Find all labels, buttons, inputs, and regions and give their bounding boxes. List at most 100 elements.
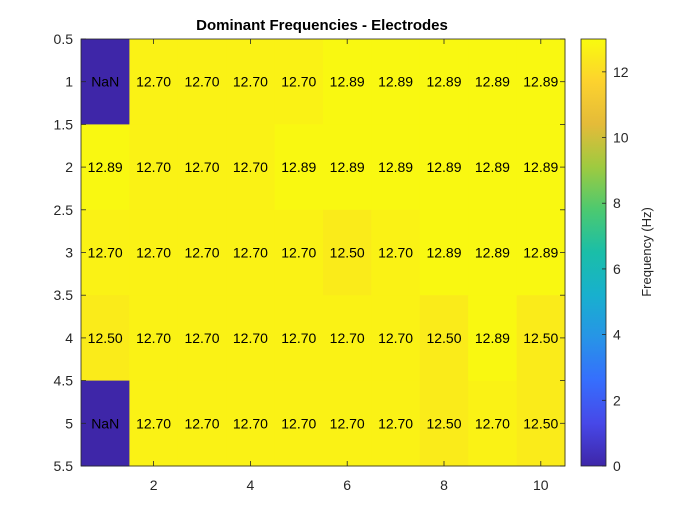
cell-value-label: 12.70 — [233, 159, 268, 175]
cell-value-label: 12.89 — [378, 74, 413, 90]
heatmap-cell — [323, 124, 372, 211]
heatmap-cell — [468, 295, 518, 382]
colorbar: 0 2 4 6 8 10 12 Frequency (Hz) — [580, 38, 654, 474]
chart-title: Dominant Frequencies - Electrodes — [196, 17, 448, 34]
cell-value-label: 12.89 — [475, 159, 510, 175]
heatmap-cell — [419, 39, 469, 125]
colorbar-label: Frequency (Hz) — [639, 207, 654, 297]
cell-value-label: 12.89 — [281, 159, 316, 175]
colorbar-tick-label: 8 — [613, 195, 621, 211]
cell-value-label: 12.89 — [475, 245, 510, 261]
cell-value-label: 12.89 — [523, 159, 558, 175]
y-axis: 0.5 1 1.5 2 2.5 3 3.5 4 4.5 5 5.5 — [54, 31, 565, 474]
cell-value-label: 12.89 — [523, 245, 558, 261]
heatmap-cell — [81, 295, 130, 382]
heatmap-cell — [516, 380, 566, 467]
cell-value-label: 12.70 — [184, 245, 219, 261]
heatmap-cell — [81, 39, 130, 125]
y-tick-label: 0.5 — [54, 31, 74, 47]
cell-value-label: 12.70 — [184, 330, 219, 346]
heatmap-cell — [129, 380, 179, 467]
y-tick-label: 5 — [65, 415, 73, 431]
cell-value-label: NaN — [91, 74, 119, 90]
heatmap-cell — [226, 209, 276, 296]
cell-value-label: 12.70 — [378, 330, 413, 346]
heatmap-cell — [468, 380, 518, 467]
heatmap-cell — [129, 124, 179, 211]
heatmap-cell — [226, 295, 276, 382]
x-tick-label: 10 — [533, 477, 549, 493]
heatmap-cell — [468, 209, 518, 296]
heatmap-cell — [226, 124, 276, 211]
heatmap-cell — [226, 380, 276, 467]
heatmap-cell — [419, 295, 469, 382]
cell-value-label: 12.70 — [475, 415, 510, 431]
cell-value-label: 12.50 — [330, 245, 365, 261]
heatmap-cell — [129, 39, 179, 125]
cell-value-label: 12.70 — [330, 330, 365, 346]
heatmap-cell — [371, 209, 421, 296]
cell-value-label: 12.89 — [330, 159, 365, 175]
heatmap-cell — [129, 209, 179, 296]
cell-value-label: 12.50 — [523, 330, 558, 346]
cell-value-label: 12.70 — [378, 415, 413, 431]
cell-value-label: 12.89 — [426, 159, 461, 175]
heatmap-cell — [419, 124, 469, 211]
heatmap-cell — [177, 209, 227, 296]
heatmap-cell — [81, 124, 130, 211]
cell-value-label: 12.70 — [136, 245, 171, 261]
colorbar-tick-label: 0 — [613, 458, 621, 474]
y-tick-label: 1.5 — [54, 116, 74, 132]
heatmap-cell — [177, 124, 227, 211]
cell-value-label: 12.70 — [330, 415, 365, 431]
heatmap-cell — [81, 380, 130, 467]
y-tick-label: 2.5 — [54, 202, 74, 218]
heatmap-cell — [274, 380, 324, 467]
cell-value-label: 12.70 — [233, 330, 268, 346]
colorbar-gradient — [580, 38, 607, 467]
cell-value-label: 12.70 — [233, 74, 268, 90]
heatmap-cell — [274, 39, 324, 125]
cell-value-label: 12.50 — [426, 415, 461, 431]
heatmap-cell — [177, 39, 227, 125]
cell-value-label: 12.70 — [136, 74, 171, 90]
heatmap-cell — [468, 39, 518, 125]
cell-value-label: NaN — [91, 415, 119, 431]
cell-value-label: 12.70 — [184, 159, 219, 175]
cell-value-label: 12.89 — [330, 74, 365, 90]
heatmap-cell — [468, 124, 518, 211]
cell-value-label: 12.70 — [233, 415, 268, 431]
heatmap-cell — [371, 39, 421, 125]
cell-value-label: 12.70 — [233, 245, 268, 261]
cell-value-label: 12.50 — [523, 415, 558, 431]
heatmap-cell — [177, 380, 227, 467]
x-axis: 2 4 6 8 10 — [150, 39, 549, 493]
heatmap-cell — [323, 380, 372, 467]
cell-value-label: 12.50 — [426, 330, 461, 346]
cell-value-label: 12.70 — [281, 415, 316, 431]
heatmap-cell — [516, 124, 566, 211]
cell-value-label: 12.70 — [136, 159, 171, 175]
cell-value-label: 12.70 — [281, 74, 316, 90]
cell-value-label: 12.89 — [426, 245, 461, 261]
cell-value-label: 12.89 — [378, 159, 413, 175]
y-tick-label: 3.5 — [54, 287, 74, 303]
colorbar-tick-label: 10 — [613, 130, 629, 146]
heatmap-cells — [81, 39, 566, 467]
colorbar-tick-label: 2 — [613, 392, 621, 408]
x-tick-label: 6 — [343, 477, 351, 493]
heatmap-cell — [371, 295, 421, 382]
heatmap-cell — [177, 295, 227, 382]
x-tick-label: 8 — [440, 477, 448, 493]
colorbar-tick-label: 12 — [613, 64, 629, 80]
y-tick-label: 2 — [65, 159, 73, 175]
heatmap-cell — [129, 295, 179, 382]
y-tick-label: 3 — [65, 245, 73, 261]
cell-value-label: 12.89 — [426, 74, 461, 90]
cell-value-label: 12.70 — [136, 330, 171, 346]
heatmap-cell-labels: NaN 12.70 12.70 12.70 12.70 12.89 12.89 12.89 12… — [88, 74, 559, 432]
heatmap-cell — [419, 380, 469, 467]
heatmap-cell — [323, 39, 372, 125]
colorbar-tick-label: 6 — [613, 261, 621, 277]
